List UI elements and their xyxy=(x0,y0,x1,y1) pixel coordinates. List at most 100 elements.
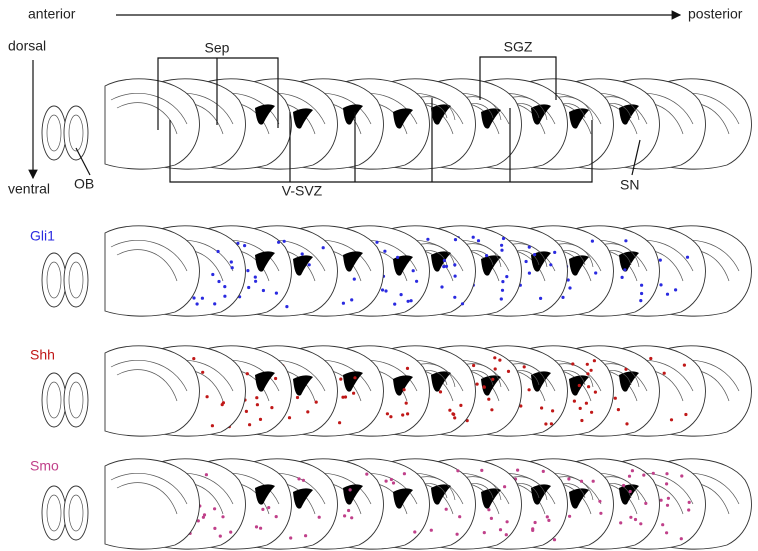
expression-dot xyxy=(353,278,356,281)
expression-dot xyxy=(502,237,505,240)
sep-label: Sep xyxy=(205,40,230,56)
expression-dot xyxy=(578,384,581,387)
posterior-label: posterior xyxy=(688,6,743,22)
expression-dot xyxy=(540,406,543,409)
expression-dot xyxy=(500,244,503,247)
expression-dot xyxy=(259,418,262,421)
expression-dot xyxy=(304,534,307,537)
expression-dot xyxy=(315,401,318,404)
expression-dot xyxy=(539,297,542,300)
expression-dot xyxy=(580,419,583,422)
expression-dot xyxy=(551,409,554,412)
expression-dot xyxy=(231,266,234,269)
expression-dot xyxy=(493,356,496,359)
row-label: Shh xyxy=(30,347,55,363)
expression-dot xyxy=(639,522,642,525)
expression-dot xyxy=(254,276,257,279)
expression-dot xyxy=(393,303,396,306)
expression-dot xyxy=(213,527,216,530)
expression-dot xyxy=(642,474,645,477)
expression-dot xyxy=(406,412,409,415)
expression-dot xyxy=(684,413,687,416)
expression-dot xyxy=(350,516,353,519)
expression-dot xyxy=(454,275,457,278)
expression-dot xyxy=(223,285,226,288)
sgz-label: SGZ xyxy=(504,39,533,55)
row-label: Gli1 xyxy=(30,228,55,244)
expression-dot xyxy=(385,480,388,483)
expression-dot xyxy=(255,525,258,528)
expression-dot xyxy=(254,280,257,283)
expression-dot xyxy=(206,395,209,398)
expression-dot xyxy=(587,385,590,388)
expression-dot xyxy=(275,292,278,295)
expression-dot xyxy=(666,504,669,507)
expression-dot xyxy=(381,288,384,291)
brain-section xyxy=(105,459,199,549)
expression-dot xyxy=(243,244,246,247)
expression-dot xyxy=(573,400,576,403)
expression-dot xyxy=(505,533,508,536)
expression-dot xyxy=(663,372,666,375)
expression-dot xyxy=(453,416,456,419)
expression-dot xyxy=(400,293,403,296)
expression-dot xyxy=(503,485,506,488)
ventral-label: ventral xyxy=(8,181,50,197)
expression-dot xyxy=(456,533,459,536)
expression-dot xyxy=(680,537,683,540)
olfactory-bulb xyxy=(42,106,88,160)
expression-dot xyxy=(301,252,304,255)
expression-dot xyxy=(230,260,233,263)
expression-dot xyxy=(219,535,222,538)
expression-dot xyxy=(247,286,250,289)
expression-dot xyxy=(568,515,571,518)
expression-dot xyxy=(375,241,378,244)
expression-dot xyxy=(592,480,595,483)
expression-dot xyxy=(461,302,464,305)
expression-dot xyxy=(629,516,632,519)
expression-dot xyxy=(439,390,442,393)
expression-dot xyxy=(246,372,249,375)
expression-dot xyxy=(270,406,273,409)
expression-dot xyxy=(652,472,655,475)
expression-dot xyxy=(308,263,311,266)
expression-dot xyxy=(528,272,531,275)
olfactory-bulb xyxy=(42,486,88,540)
expression-dot xyxy=(211,273,214,276)
expression-dot xyxy=(531,529,534,532)
expression-dot xyxy=(661,523,664,526)
expression-dot xyxy=(445,508,448,511)
expression-dot xyxy=(506,520,509,523)
expression-dot xyxy=(516,469,519,472)
expression-dot xyxy=(407,300,410,303)
expression-dot xyxy=(500,249,503,252)
section-outline xyxy=(105,226,199,316)
expression-dot xyxy=(628,475,631,478)
expression-dot xyxy=(390,478,393,481)
expression-dot xyxy=(590,411,593,414)
expression-dot xyxy=(624,239,627,242)
expression-dot xyxy=(245,410,248,413)
expression-dot xyxy=(542,470,545,473)
expression-dot xyxy=(528,246,531,249)
expression-dot xyxy=(203,513,206,516)
expression-dot xyxy=(580,480,583,483)
expression-dot xyxy=(223,295,226,298)
expression-dot xyxy=(631,469,634,472)
expression-dot xyxy=(246,269,249,272)
expression-dot xyxy=(415,280,418,283)
expression-dot xyxy=(274,377,277,380)
expression-dot xyxy=(306,410,309,413)
expression-dot xyxy=(665,472,668,475)
expression-dot xyxy=(213,507,216,510)
expression-dot xyxy=(318,516,321,519)
expression-dot xyxy=(430,529,433,532)
expression-dot xyxy=(665,482,668,485)
expression-dot xyxy=(297,477,300,480)
bulb-half xyxy=(64,373,88,427)
expression-dot xyxy=(487,398,490,401)
expression-dot xyxy=(625,422,628,425)
expression-dot xyxy=(201,297,204,300)
expression-dot xyxy=(688,501,691,504)
expression-dot xyxy=(347,509,350,512)
